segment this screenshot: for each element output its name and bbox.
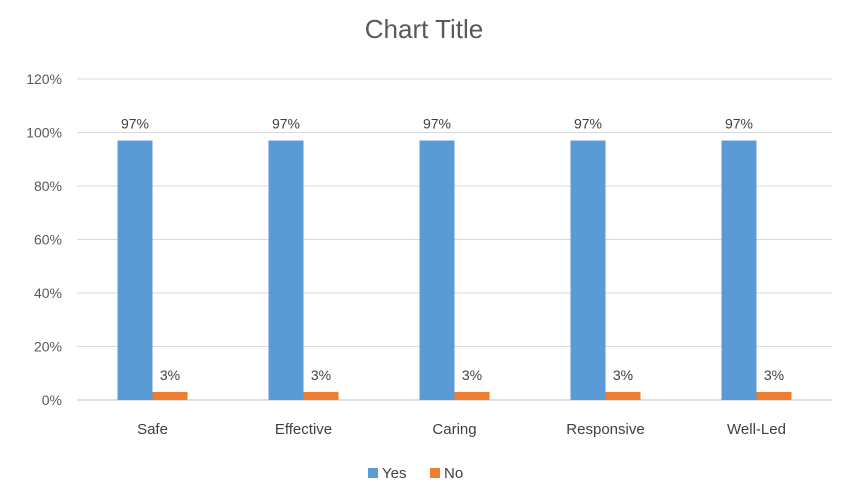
- bar-yes-effective: [268, 140, 304, 400]
- category-label: Responsive: [566, 421, 644, 438]
- legend-label-no: No: [444, 465, 463, 482]
- bar-no-well-led: [756, 391, 792, 400]
- y-axis-ticks: 0% 20% 40% 60% 80% 100% 120%: [26, 71, 62, 408]
- y-tick-label: 100%: [26, 125, 62, 141]
- data-label-no-effective: 3%: [311, 367, 331, 383]
- bar-no-safe: [152, 391, 188, 400]
- y-tick-label: 0%: [42, 392, 62, 408]
- x-axis-categories: Safe Effective Caring Responsive Well-Led: [137, 421, 786, 438]
- data-label-yes-safe: 97%: [121, 116, 149, 132]
- bar-yes-caring: [419, 140, 455, 400]
- bars: [117, 140, 792, 400]
- data-label-yes-responsive: 97%: [574, 116, 602, 132]
- data-label-no-well-led: 3%: [764, 367, 784, 383]
- category-label: Well-Led: [727, 421, 786, 438]
- data-label-no-responsive: 3%: [613, 367, 633, 383]
- data-label-yes-well-led: 97%: [725, 116, 753, 132]
- bar-yes-responsive: [570, 140, 606, 400]
- data-label-yes-caring: 97%: [423, 116, 451, 132]
- category-label: Effective: [275, 421, 332, 438]
- data-labels: 97% 3% 97% 3% 97% 3% 97% 3% 97% 3%: [121, 116, 784, 383]
- chart-title: Chart Title: [365, 14, 484, 44]
- y-tick-label: 80%: [34, 178, 62, 194]
- legend-swatch-yes: [368, 468, 378, 478]
- legend-label-yes: Yes: [382, 465, 406, 482]
- bar-yes-well-led: [721, 140, 757, 400]
- category-label: Safe: [137, 421, 168, 438]
- legend-swatch-no: [430, 468, 440, 478]
- y-tick-label: 20%: [34, 339, 62, 355]
- data-label-no-safe: 3%: [160, 367, 180, 383]
- bar-no-caring: [454, 391, 490, 400]
- bar-no-effective: [303, 391, 339, 400]
- bar-no-responsive: [605, 391, 641, 400]
- legend: Yes No: [368, 465, 463, 482]
- y-tick-label: 60%: [34, 232, 62, 248]
- y-tick-label: 120%: [26, 71, 62, 87]
- category-label: Caring: [432, 421, 476, 438]
- bar-yes-safe: [117, 140, 153, 400]
- data-label-yes-effective: 97%: [272, 116, 300, 132]
- y-tick-label: 40%: [34, 285, 62, 301]
- data-label-no-caring: 3%: [462, 367, 482, 383]
